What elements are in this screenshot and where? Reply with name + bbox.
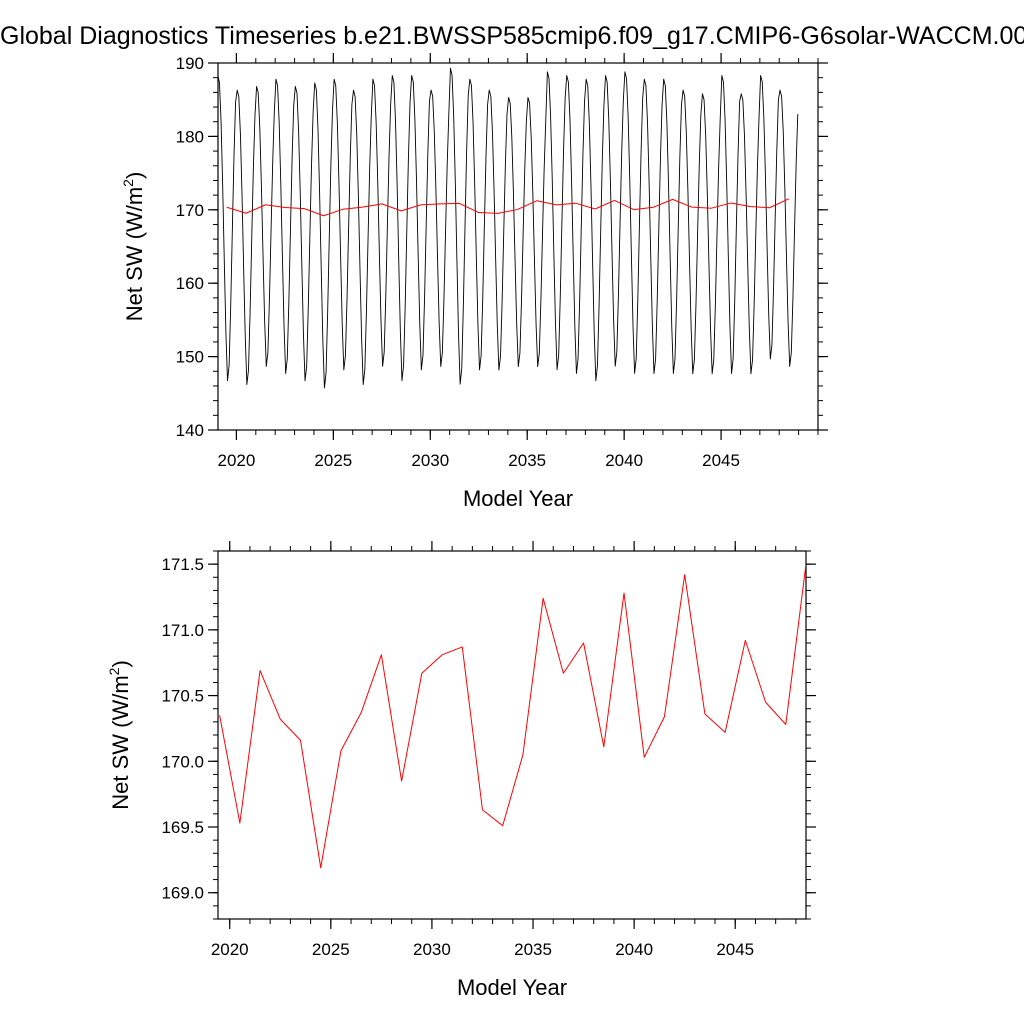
y-tick-label: 170.5 xyxy=(161,687,204,706)
annual-mean-line xyxy=(226,198,790,217)
y-tick-label: 170.0 xyxy=(161,752,204,771)
x-tick-label: 2020 xyxy=(211,940,249,959)
plot-frame xyxy=(217,550,807,920)
x-tick-label: 2030 xyxy=(413,940,451,959)
y-tick-label: 171.5 xyxy=(161,555,204,574)
y-tick-label: 180 xyxy=(176,127,204,146)
bottom-panel-annual-mean: 169.0 169.5 170.0 170.5 171.0 171.5 2020 2025 20… xyxy=(106,541,816,1000)
y-tick-label: 140 xyxy=(176,421,204,440)
plot-frame xyxy=(217,62,819,431)
x-tick-label: 2030 xyxy=(411,451,449,470)
x-tick-label: 2040 xyxy=(615,940,653,959)
y-tick-label: 150 xyxy=(176,348,204,367)
x-tick-label: 2045 xyxy=(716,940,754,959)
x-tick-label: 2035 xyxy=(508,451,546,470)
x-axis-title: Model Year xyxy=(457,975,567,1000)
y-axis-title: Net SW (W/m2) xyxy=(106,660,133,810)
y-tick-label: 169.0 xyxy=(161,884,204,903)
y-tick-label: 171.0 xyxy=(161,621,204,640)
annual-mean-line xyxy=(219,564,806,869)
x-tick-label: 2040 xyxy=(605,451,643,470)
x-tick-label: 2035 xyxy=(514,940,552,959)
y-tick-label: 190 xyxy=(176,54,204,73)
x-tick-label: 2025 xyxy=(314,451,352,470)
x-tick-label: 2045 xyxy=(702,451,740,470)
y-axis-title: Net SW (W/m2) xyxy=(120,172,147,322)
monthly-series-line xyxy=(218,67,799,389)
x-axis-title: Model Year xyxy=(463,486,573,511)
top-panel-monthly-timeseries: 140 150 160 170 180 190 2020 2025 2030 2035 2040 20… xyxy=(120,53,828,511)
y-tick-label: 169.5 xyxy=(161,818,204,837)
series-group xyxy=(218,67,799,389)
x-tick-label: 2020 xyxy=(218,451,256,470)
y-tick-label: 160 xyxy=(176,274,204,293)
x-tick-label: 2025 xyxy=(312,940,350,959)
figure-title: Global Diagnostics Timeseries b.e21.BWSS… xyxy=(0,22,1024,50)
y-tick-label: 170 xyxy=(176,201,204,220)
series-group xyxy=(219,564,806,869)
